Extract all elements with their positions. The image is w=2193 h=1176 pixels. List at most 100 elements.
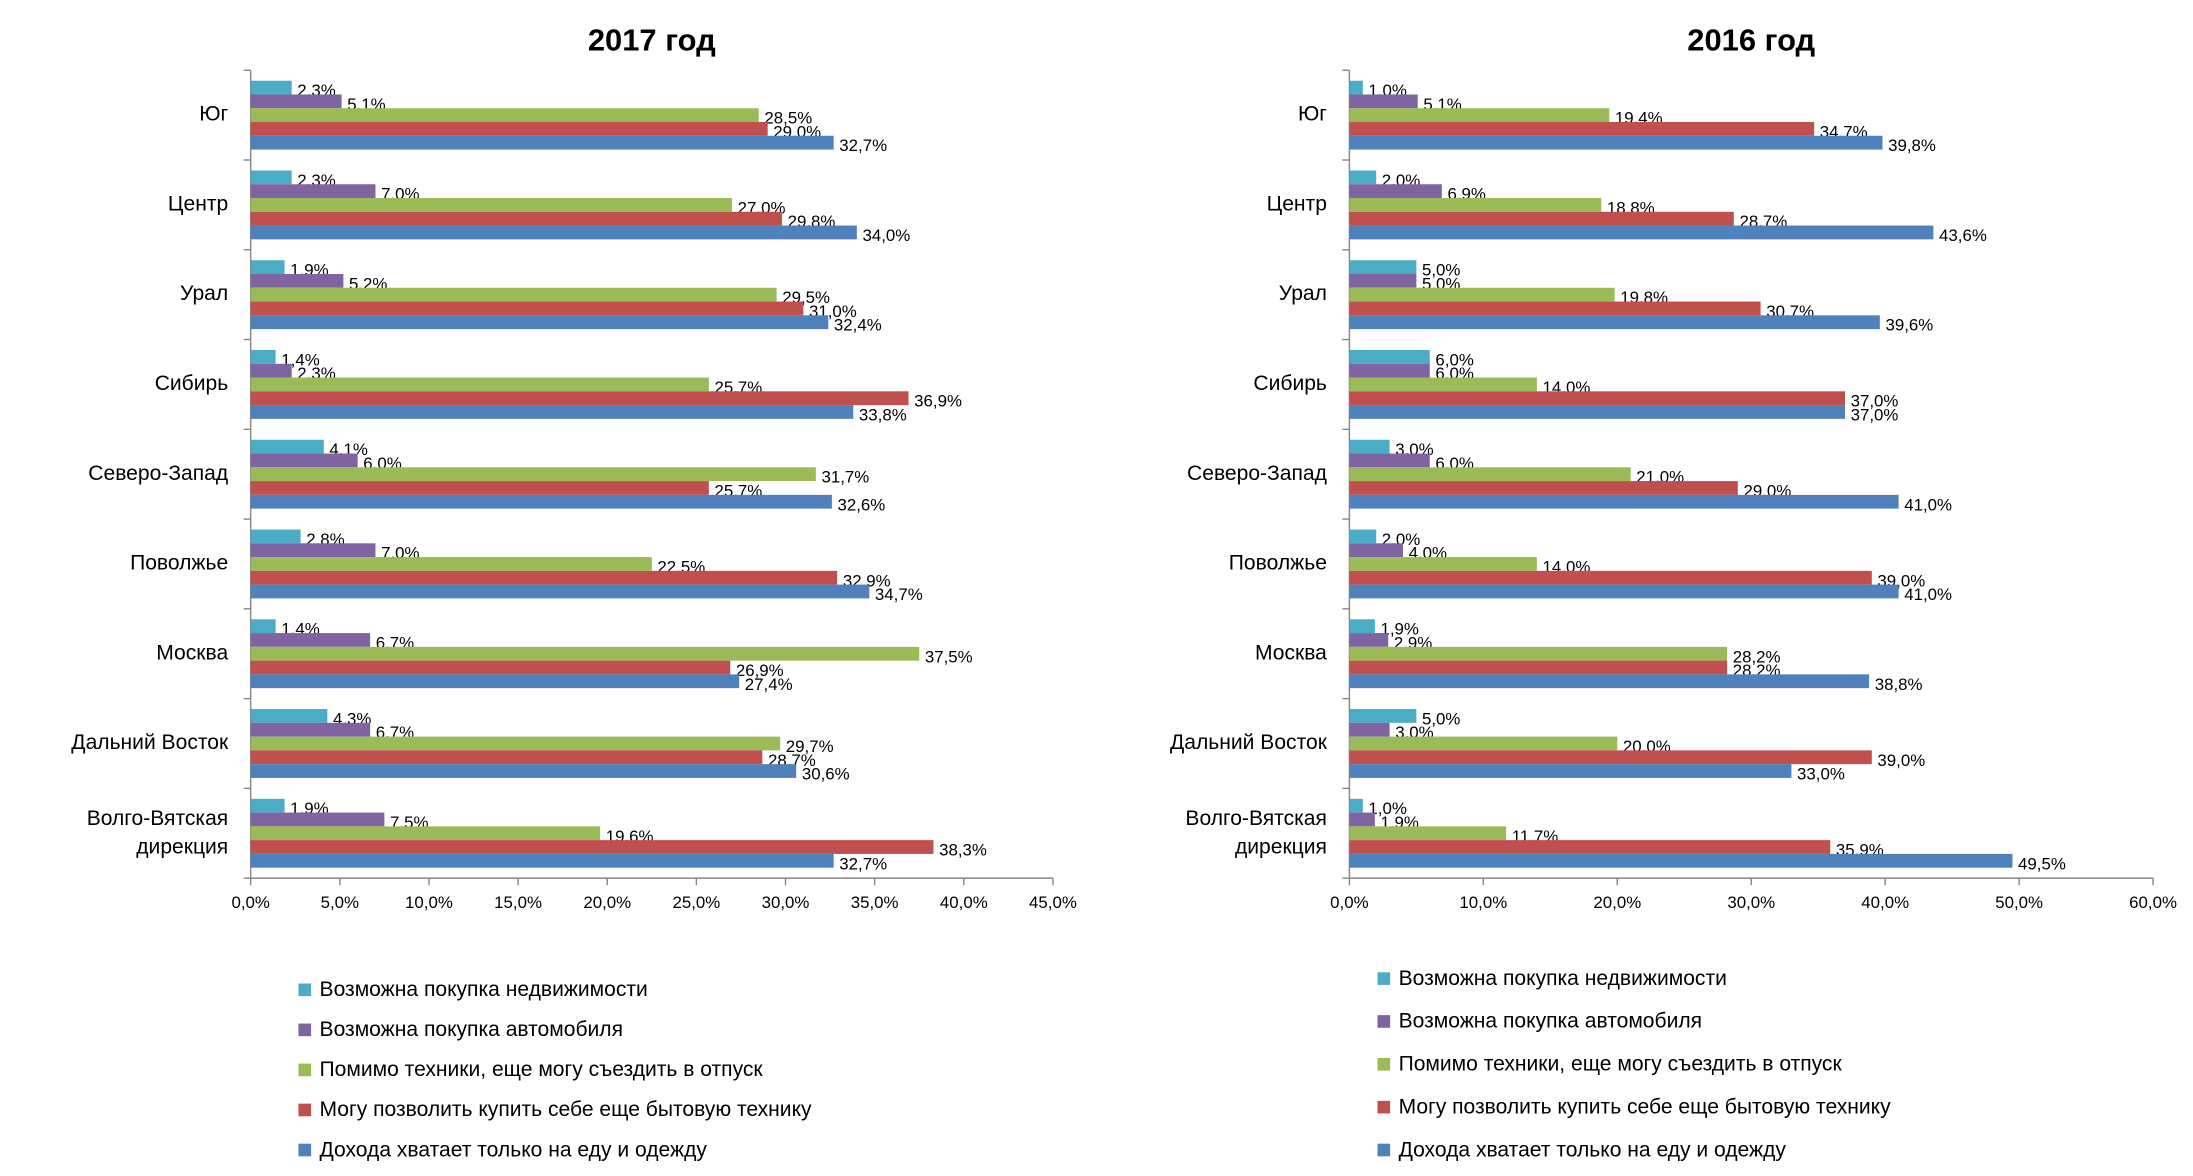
x-tick-label: 40,0% — [940, 893, 988, 912]
bar — [1349, 722, 1390, 737]
category-label: Дальний Восток — [1170, 731, 1328, 754]
value-label: 33,0% — [1797, 765, 1845, 784]
bar — [1349, 301, 1761, 316]
legend-swatch — [1377, 1100, 1391, 1114]
bar — [1349, 135, 1883, 150]
bar — [1349, 184, 1442, 199]
bar — [1349, 315, 1880, 330]
bar — [1349, 170, 1377, 185]
legend-swatch — [1377, 1143, 1391, 1157]
bar — [1349, 646, 1728, 661]
bar — [1349, 826, 1507, 841]
bar — [250, 170, 292, 185]
bar — [1349, 660, 1728, 675]
x-tick-label: 45,0% — [1029, 893, 1077, 912]
bar — [250, 225, 857, 240]
bar — [1349, 619, 1375, 634]
x-tick-label: 10,0% — [405, 893, 453, 912]
category-label: Поволжье — [130, 552, 228, 575]
value-label: 30,6% — [802, 765, 850, 784]
category-label: Москва — [156, 641, 228, 664]
value-label: 39,6% — [1885, 316, 1933, 335]
bar — [1349, 467, 1631, 482]
legend-swatch — [298, 983, 312, 997]
value-label: 39,0% — [1877, 751, 1925, 770]
bar — [250, 674, 740, 689]
bar — [250, 853, 834, 868]
bar — [1349, 94, 1418, 109]
bar — [1349, 108, 1610, 123]
bar — [1349, 812, 1375, 827]
value-label: 32,7% — [839, 854, 887, 873]
bar — [1349, 453, 1430, 468]
bar — [250, 660, 731, 675]
bar — [1349, 225, 1934, 240]
bar — [1349, 405, 1845, 419]
value-label: 28,5% — [764, 109, 812, 128]
value-label: 32,7% — [839, 136, 887, 155]
value-label: 1,0% — [1368, 799, 1406, 818]
category-label: Юг — [1298, 103, 1327, 126]
bar — [1349, 570, 1872, 585]
value-label: 37,5% — [925, 647, 973, 666]
value-label: 5,0% — [1422, 261, 1460, 280]
legend-swatch — [1377, 1057, 1391, 1071]
value-label: 26,9% — [736, 661, 784, 680]
bar — [250, 543, 376, 558]
bar — [1349, 853, 2013, 868]
bar — [1349, 543, 1403, 558]
value-label: 39,8% — [1888, 136, 1936, 155]
category-label: Центр — [168, 192, 228, 215]
bar — [250, 764, 797, 778]
bar — [1349, 709, 1417, 723]
category-label: Сибирь — [1253, 372, 1327, 395]
x-tick-label: 15,0% — [494, 893, 542, 912]
category-label: Москва — [1255, 641, 1327, 664]
value-label: 38,8% — [1875, 675, 1923, 694]
bar — [250, 315, 829, 330]
bar — [250, 798, 285, 813]
bar — [1349, 377, 1537, 392]
x-tick-label: 20,0% — [1593, 893, 1641, 912]
bar — [250, 453, 358, 468]
legend-swatch — [1377, 972, 1391, 985]
bar — [250, 736, 781, 751]
bar — [1349, 529, 1377, 544]
bar — [1349, 391, 1845, 406]
bar — [250, 405, 854, 419]
bar — [250, 350, 276, 364]
bar — [250, 812, 385, 827]
legend-swatch — [298, 1063, 312, 1077]
x-tick-label: 0,0% — [1330, 893, 1368, 912]
bar — [250, 646, 920, 661]
x-tick-label: 30,0% — [762, 893, 810, 912]
legend-label: Могу позволить купить себе еще бытовую т… — [320, 1098, 813, 1121]
chart-title: 2016 год — [1687, 22, 1815, 57]
value-label: 6,0% — [1435, 350, 1473, 369]
value-label: 32,4% — [834, 316, 882, 335]
value-label: 41,0% — [1904, 585, 1952, 604]
bar — [1349, 736, 1618, 751]
value-label: 5,0% — [1422, 709, 1460, 728]
bar — [1349, 198, 1602, 212]
legend-swatch — [1377, 1015, 1391, 1028]
value-label: 34,7% — [875, 585, 923, 604]
bar — [250, 750, 763, 765]
value-label: 49,5% — [2018, 854, 2066, 873]
bar — [250, 301, 804, 316]
bar — [1349, 584, 1899, 599]
bar — [1349, 633, 1389, 647]
bar — [1349, 350, 1430, 364]
bar — [250, 840, 934, 854]
bar — [250, 108, 759, 123]
bar — [1349, 439, 1390, 454]
bar — [250, 184, 376, 199]
category-label: Поволжье — [1229, 552, 1327, 575]
legend-swatch — [298, 1103, 312, 1117]
bar — [1349, 840, 1831, 854]
category-label: Юг — [199, 103, 228, 126]
bar — [250, 722, 371, 737]
legend-label: Дохода хватает только на еду и одежду — [1399, 1138, 1787, 1161]
bar — [1349, 764, 1792, 778]
value-label: 27,4% — [745, 675, 793, 694]
